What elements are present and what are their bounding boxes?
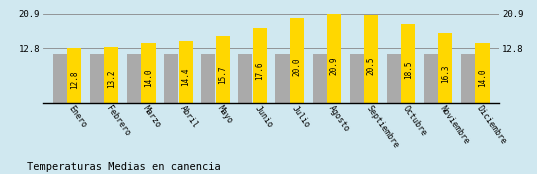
Text: 12.8: 12.8 [70,70,79,89]
Bar [275,54,289,103]
Bar [67,48,82,103]
Bar [90,54,104,103]
Bar [461,54,475,103]
Text: 20.9: 20.9 [330,56,339,75]
Text: Temperaturas Medias en canencia: Temperaturas Medias en canencia [27,162,221,172]
Bar [104,46,119,103]
Bar [253,28,267,103]
Bar [350,54,364,103]
Bar [201,54,215,103]
Bar [424,54,438,103]
Text: 17.6: 17.6 [256,62,264,80]
Text: 14.0: 14.0 [144,68,153,87]
Text: 16.3: 16.3 [441,64,450,83]
Text: 18.5: 18.5 [404,60,413,79]
Bar [327,14,341,103]
Text: 14.4: 14.4 [181,68,190,86]
Text: 14.0: 14.0 [478,68,487,87]
Bar [290,18,304,103]
Bar [179,41,193,103]
Bar [238,54,252,103]
Bar [475,43,490,103]
Bar [401,24,415,103]
Text: 13.2: 13.2 [107,70,116,88]
Text: 15.7: 15.7 [218,65,227,84]
Bar [127,54,141,103]
Bar [387,54,401,103]
Bar [313,54,326,103]
Bar [53,54,67,103]
Bar [438,33,453,103]
Bar [164,54,178,103]
Text: 20.5: 20.5 [367,57,376,75]
Bar [364,15,378,103]
Bar [141,43,156,103]
Text: 20.0: 20.0 [293,58,301,76]
Bar [216,36,230,103]
